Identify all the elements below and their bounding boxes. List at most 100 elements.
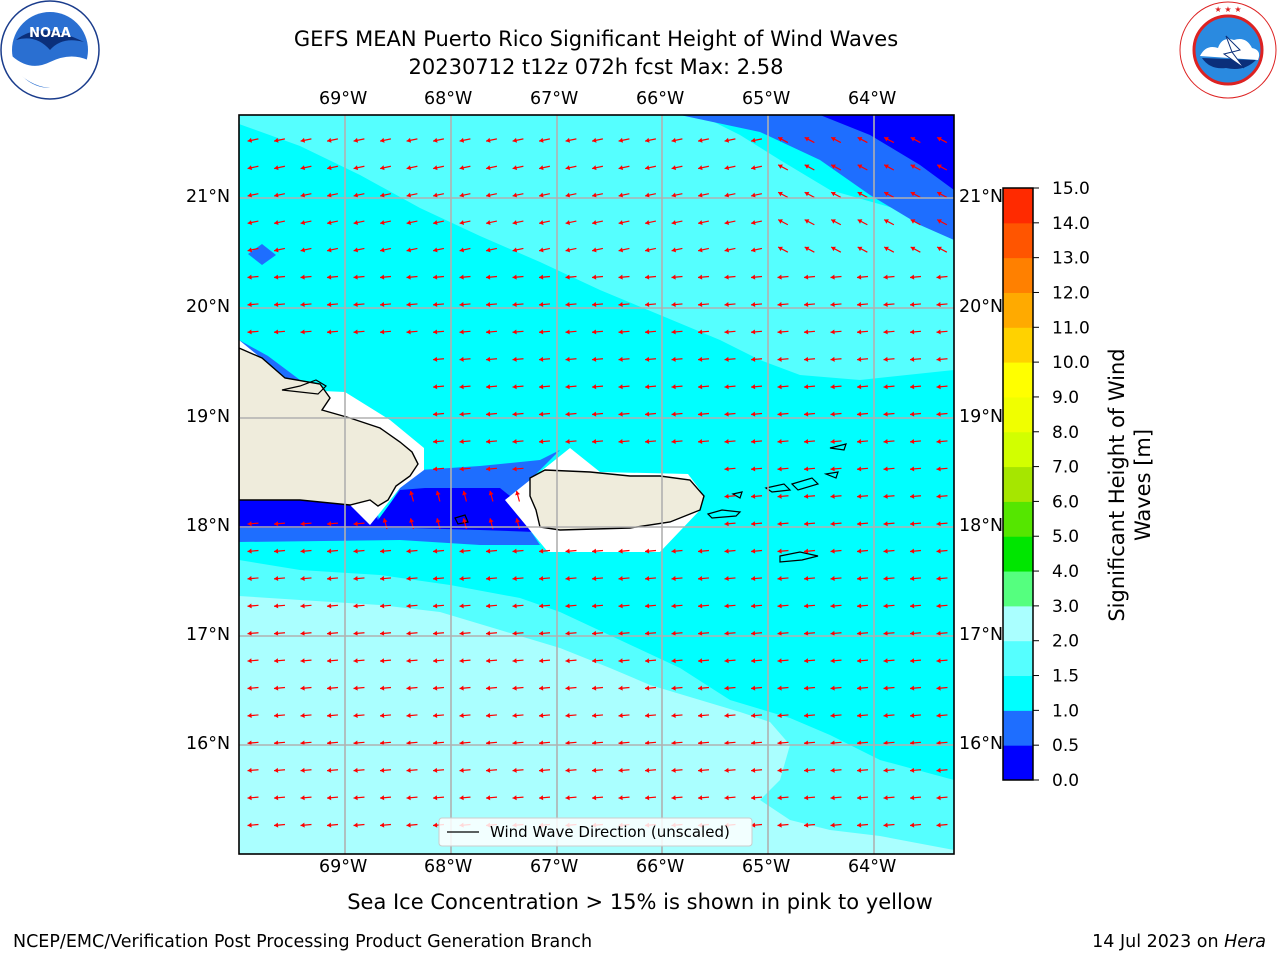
- wind-wave-arrowhead: [936, 685, 941, 691]
- wind-wave-arrowhead: [751, 302, 756, 308]
- wind-wave-arrowhead: [592, 274, 597, 280]
- wind-wave-arrowhead: [459, 767, 464, 773]
- wind-wave-arrowhead: [831, 246, 836, 252]
- wind-wave-arrowhead: [671, 740, 676, 746]
- wind-wave-arrowhead: [247, 822, 252, 828]
- wind-wave-arrowhead: [777, 302, 782, 308]
- wind-wave-arrowhead: [512, 220, 518, 225]
- wind-wave-arrowhead: [433, 685, 438, 691]
- wind-wave-arrowhead: [883, 439, 888, 445]
- wind-wave-arrowhead: [910, 630, 915, 636]
- wind-wave-arrowhead: [804, 356, 809, 362]
- wind-wave-arrowhead: [830, 795, 835, 801]
- wind-wave-arrowhead: [804, 767, 809, 773]
- wind-wave-arrowhead: [592, 302, 597, 308]
- wind-wave-arrowhead: [751, 220, 756, 225]
- wind-wave-arrowhead: [592, 220, 597, 225]
- wind-wave-arrowhead: [831, 137, 836, 142]
- wind-wave-arrowhead: [671, 603, 676, 609]
- wind-wave-arrowhead: [698, 795, 703, 801]
- wind-wave-arrowhead: [910, 411, 915, 417]
- wind-wave-arrowhead: [486, 356, 491, 362]
- wind-wave-arrowhead: [830, 439, 835, 445]
- wind-wave-arrowhead: [884, 246, 889, 252]
- wind-wave-arrowhead: [565, 165, 571, 171]
- wind-wave-arrowhead: [433, 767, 438, 773]
- wind-wave-arrowhead: [671, 767, 676, 773]
- wind-wave-arrowhead: [409, 490, 415, 496]
- wind-wave-arrowhead: [380, 192, 385, 198]
- wind-wave-arrowhead: [804, 630, 809, 636]
- lon-label-bottom-66w: 66°W: [636, 857, 685, 877]
- wind-wave-arrowhead: [804, 411, 809, 417]
- wind-wave-arrowhead: [777, 411, 782, 417]
- wind-wave-arrowhead: [751, 384, 756, 390]
- wind-wave-arrowhead: [937, 137, 942, 142]
- wind-wave-arrowhead: [618, 740, 623, 746]
- wind-wave-arrowhead: [830, 493, 835, 499]
- wind-wave-arrowhead: [804, 191, 810, 197]
- wind-wave-arrowhead: [274, 329, 279, 335]
- wind-wave-arrowhead: [539, 137, 544, 143]
- wind-wave-arrowhead: [910, 795, 915, 801]
- wind-wave-arrowhead: [247, 247, 253, 253]
- wind-wave-arrowhead: [512, 685, 517, 691]
- wind-wave-arrowhead: [459, 356, 464, 362]
- wind-wave-arrowhead: [539, 548, 544, 554]
- wind-wave-arrowhead: [724, 521, 729, 527]
- wind-wave-arrowhead: [486, 603, 491, 609]
- wind-wave-arrowhead: [645, 137, 650, 143]
- wind-wave-arrowhead: [327, 192, 332, 198]
- lat-label-left-18n: 18°N: [186, 516, 231, 536]
- wind-wave-arrowhead: [618, 630, 623, 636]
- lat-label-right-20n: 20°N: [959, 297, 1004, 317]
- wind-wave-arrowhead: [671, 411, 676, 417]
- wind-wave-arrowhead: [645, 630, 650, 636]
- lat-label-left-17n: 17°N: [186, 625, 231, 645]
- wind-wave-arrowhead: [486, 329, 491, 335]
- wind-wave-arrowhead: [778, 246, 783, 252]
- wind-wave-arrowhead: [751, 795, 756, 801]
- wind-wave-arrowhead: [486, 247, 491, 253]
- wind-wave-arrowhead: [936, 466, 941, 472]
- wind-wave-arrowhead: [777, 576, 782, 582]
- wind-wave-arrowhead: [592, 603, 597, 609]
- wind-wave-arrowhead: [910, 329, 915, 335]
- wind-wave-arrowhead: [724, 795, 729, 801]
- wind-wave-arrowhead: [406, 302, 411, 308]
- wind-wave-arrowhead: [936, 521, 941, 527]
- wind-wave-arrowhead: [883, 740, 888, 746]
- lat-label-right-21n: 21°N: [959, 187, 1004, 207]
- wind-wave-arrowhead: [380, 247, 385, 253]
- wind-wave-arrowhead: [382, 518, 388, 523]
- wind-wave-arrowhead: [804, 713, 809, 719]
- wind-wave-arrowhead: [857, 822, 862, 828]
- wind-wave-arrowhead: [830, 302, 835, 308]
- wind-wave-arrowhead: [857, 685, 862, 691]
- wind-wave-arrowhead: [327, 165, 332, 171]
- wind-wave-arrowhead: [751, 767, 756, 773]
- wind-wave-arrowhead: [777, 685, 782, 691]
- wind-wave-arrowhead: [433, 439, 438, 445]
- wind-wave-arrowhead: [539, 713, 544, 719]
- wind-wave-arrowhead: [565, 576, 570, 582]
- wind-wave-arrowhead: [857, 274, 862, 280]
- wind-wave-arrowhead: [936, 576, 941, 582]
- wind-wave-arrowhead: [698, 603, 703, 609]
- wind-wave-arrowhead: [777, 274, 782, 280]
- wind-wave-arrowhead: [777, 658, 782, 664]
- wind-wave-arrowhead: [910, 548, 915, 554]
- wind-wave-arrowhead: [459, 247, 465, 253]
- wind-wave-arrowhead: [539, 302, 544, 308]
- wind-wave-arrowhead: [300, 247, 306, 253]
- wind-wave-arrowhead: [724, 302, 729, 308]
- wind-wave-arrowhead: [724, 767, 729, 773]
- wind-wave-arrowhead: [327, 658, 332, 664]
- wind-wave-arrowhead: [300, 713, 305, 719]
- wind-wave-arrowhead: [380, 302, 385, 308]
- wind-wave-arrowhead: [936, 493, 941, 499]
- wind-wave-arrowhead: [592, 356, 597, 362]
- wind-wave-arrowhead: [883, 356, 888, 362]
- wind-wave-arrowhead: [883, 795, 888, 801]
